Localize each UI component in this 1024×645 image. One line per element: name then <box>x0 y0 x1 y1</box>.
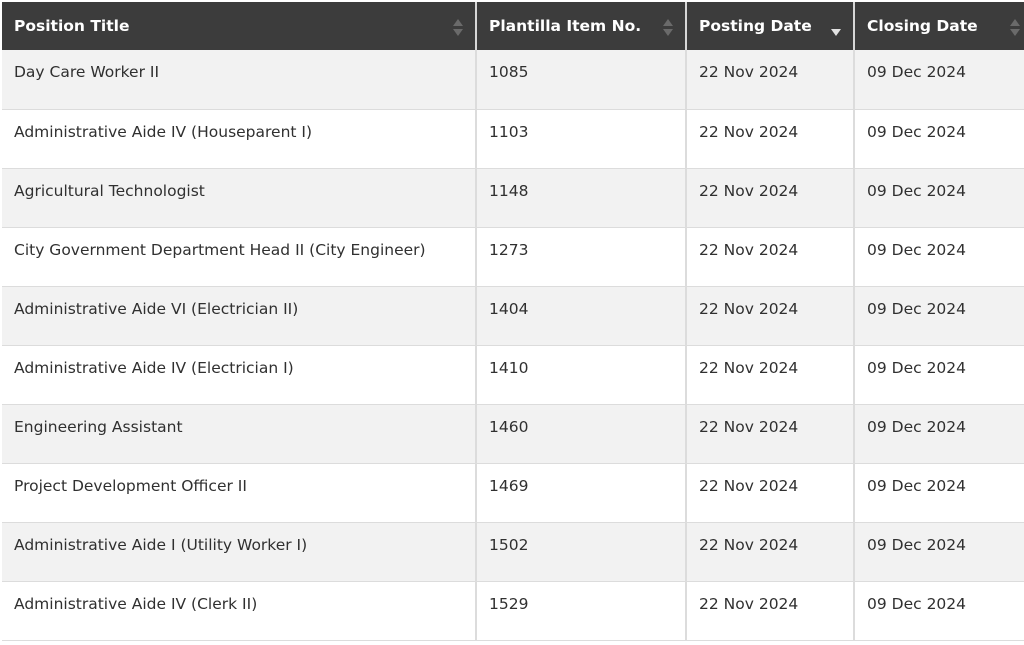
table-row[interactable]: City Government Department Head II (City… <box>2 227 1024 287</box>
sort-arrows-icon[interactable] <box>453 16 463 38</box>
column-header-label: Position Title <box>14 17 130 35</box>
table-row[interactable]: Administrative Aide IV (Electrician I) 14… <box>2 345 1024 405</box>
closing-date-cell: 09 Dec 2024 <box>854 404 1024 464</box>
closing-date-cell: 09 Dec 2024 <box>854 522 1024 582</box>
posting-date-cell: 22 Nov 2024 <box>686 109 855 169</box>
posting-date-cell: 22 Nov 2024 <box>686 227 855 287</box>
header-row: Position Title Plantilla Item No. Postin… <box>2 2 1024 50</box>
position-title-cell: Engineering Assistant <box>2 404 477 464</box>
sort-arrows-icon[interactable] <box>1010 16 1020 38</box>
plantilla-item-no-cell: 1103 <box>476 109 687 169</box>
column-header-plantilla-item-no[interactable]: Plantilla Item No. <box>476 2 687 50</box>
posting-date-cell: 22 Nov 2024 <box>686 286 855 346</box>
column-header-position-title[interactable]: Position Title <box>2 2 477 50</box>
position-title-cell: Administrative Aide IV (Houseparent I) <box>2 109 477 169</box>
position-title-cell: Project Development Officer II <box>2 463 477 523</box>
table-row[interactable]: Administrative Aide IV (Houseparent I) 11… <box>2 109 1024 169</box>
plantilla-item-no-cell: 1529 <box>476 581 687 641</box>
column-header-label: Posting Date <box>699 17 812 35</box>
closing-date-cell: 09 Dec 2024 <box>854 50 1024 110</box>
table-row[interactable]: Agricultural Technologist 1148 22 Nov 2024… <box>2 168 1024 228</box>
posting-date-cell: 22 Nov 2024 <box>686 463 855 523</box>
posting-date-cell: 22 Nov 2024 <box>686 345 855 405</box>
table-header: Position Title Plantilla Item No. Postin… <box>2 2 1024 50</box>
plantilla-item-no-cell: 1148 <box>476 168 687 228</box>
plantilla-item-no-cell: 1460 <box>476 404 687 464</box>
posting-date-cell: 22 Nov 2024 <box>686 581 855 641</box>
column-header-label: Plantilla Item No. <box>489 17 642 35</box>
column-header-label: Closing Date <box>867 17 978 35</box>
plantilla-item-no-cell: 1085 <box>476 50 687 110</box>
column-header-closing-date[interactable]: Closing Date <box>854 2 1024 50</box>
position-title-cell: Day Care Worker II <box>2 50 477 110</box>
table-row[interactable]: Administrative Aide VI (Electrician II) 1… <box>2 286 1024 346</box>
posting-date-cell: 22 Nov 2024 <box>686 168 855 228</box>
plantilla-item-no-cell: 1410 <box>476 345 687 405</box>
sort-descending-icon[interactable] <box>831 16 841 38</box>
table-row[interactable]: Day Care Worker II 1085 22 Nov 2024 09 Dec … <box>2 50 1024 110</box>
position-title-cell: Administrative Aide IV (Electrician I) <box>2 345 477 405</box>
closing-date-cell: 09 Dec 2024 <box>854 109 1024 169</box>
plantilla-item-no-cell: 1273 <box>476 227 687 287</box>
table-row[interactable]: Project Development Officer II 1469 22 Nov… <box>2 463 1024 523</box>
closing-date-cell: 09 Dec 2024 <box>854 227 1024 287</box>
closing-date-cell: 09 Dec 2024 <box>854 463 1024 523</box>
closing-date-cell: 09 Dec 2024 <box>854 581 1024 641</box>
table-row[interactable]: Administrative Aide IV (Clerk II) 1529 22 … <box>2 581 1024 641</box>
plantilla-item-no-cell: 1404 <box>476 286 687 346</box>
position-title-cell: Administrative Aide IV (Clerk II) <box>2 581 477 641</box>
posting-date-cell: 22 Nov 2024 <box>686 404 855 464</box>
position-title-cell: City Government Department Head II (City… <box>2 227 477 287</box>
table-row[interactable]: Administrative Aide I (Utility Worker I)… <box>2 522 1024 582</box>
table-body: Day Care Worker II 1085 22 Nov 2024 09 Dec … <box>2 50 1024 641</box>
position-title-cell: Administrative Aide VI (Electrician II) <box>2 286 477 346</box>
position-title-cell: Agricultural Technologist <box>2 168 477 228</box>
posting-date-cell: 22 Nov 2024 <box>686 522 855 582</box>
closing-date-cell: 09 Dec 2024 <box>854 286 1024 346</box>
column-header-posting-date[interactable]: Posting Date <box>686 2 855 50</box>
position-title-cell: Administrative Aide I (Utility Worker I) <box>2 522 477 582</box>
sort-arrows-icon[interactable] <box>663 16 673 38</box>
posting-date-cell: 22 Nov 2024 <box>686 50 855 110</box>
table-row[interactable]: Engineering Assistant 1460 22 Nov 2024 09 D… <box>2 404 1024 464</box>
plantilla-item-no-cell: 1502 <box>476 522 687 582</box>
plantilla-item-no-cell: 1469 <box>476 463 687 523</box>
closing-date-cell: 09 Dec 2024 <box>854 168 1024 228</box>
closing-date-cell: 09 Dec 2024 <box>854 345 1024 405</box>
